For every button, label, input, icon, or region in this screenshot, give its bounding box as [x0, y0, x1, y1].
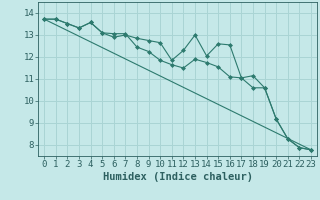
X-axis label: Humidex (Indice chaleur): Humidex (Indice chaleur): [103, 172, 252, 182]
